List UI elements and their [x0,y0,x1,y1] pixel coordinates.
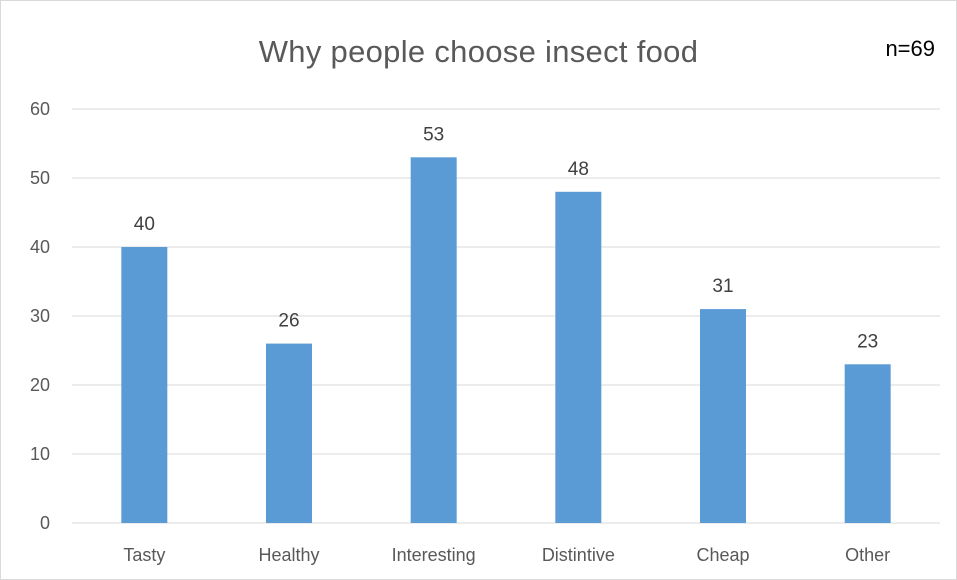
x-tick-label: Distintive [542,545,615,565]
y-tick-label: 30 [30,306,50,326]
bar [121,247,168,523]
y-tick-label: 0 [40,513,50,533]
y-tick-label: 60 [30,99,50,119]
bar [700,309,746,523]
x-tick-label: Healthy [258,545,319,565]
data-label: 23 [857,331,878,352]
bar [266,343,312,523]
data-label: 31 [712,276,733,297]
data-label: 26 [278,311,299,332]
y-tick-label: 40 [30,237,50,257]
bar [555,191,602,524]
data-label: 48 [568,159,589,180]
bar [410,157,457,524]
y-tick-label: 50 [30,168,50,188]
bar [844,364,891,523]
x-tick-label: Cheap [696,545,749,565]
y-tick-label: 10 [30,444,50,464]
data-label: 40 [134,214,155,235]
chart-title: Why people choose insect food [258,34,699,69]
x-tick-label: Interesting [392,545,476,565]
data-label: 53 [423,124,444,145]
x-tick-label: Other [845,545,890,565]
y-tick-label: 20 [30,375,50,395]
x-tick-label: Tasty [123,545,165,565]
sample-size-note: n=69 [885,36,935,61]
